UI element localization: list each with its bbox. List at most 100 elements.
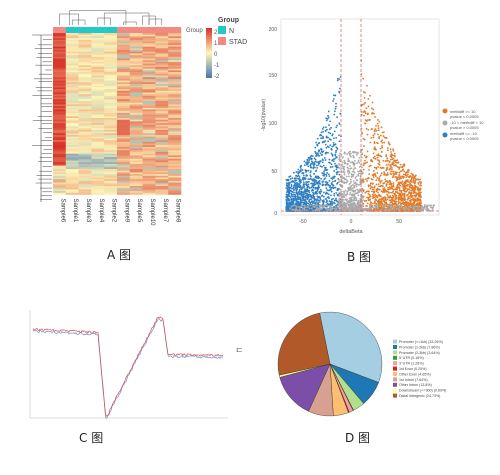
heatmap-cell (91, 121, 105, 124)
panel-c-profile: ⊏ (28, 300, 248, 430)
heatmap-cell (104, 169, 118, 171)
pie-legend-swatch (393, 339, 397, 344)
volcano-point (312, 182, 315, 185)
volcano-point (307, 165, 310, 168)
volcano-point (347, 167, 350, 170)
heatmap-cell (78, 150, 92, 153)
heatmap-cell (142, 148, 156, 151)
volcano-point (327, 116, 330, 119)
heatmap-cell (117, 126, 131, 129)
volcano-point (402, 168, 405, 171)
heatmap-cell (142, 175, 156, 178)
volcano-point (307, 169, 310, 172)
heatmap-cell (65, 44, 79, 47)
sample-labels: Sample6 Sample1 Sample3 Sample4 Sample2 Sampl… (59, 199, 180, 227)
heatmap-cell (53, 68, 67, 71)
volcano-point (351, 160, 354, 163)
volcano-point (401, 180, 404, 183)
volcano-point (377, 191, 380, 194)
volcano-point (307, 185, 310, 188)
heatmap-cell (78, 72, 92, 75)
heatmap-cell (65, 180, 79, 183)
heatmap-cell (142, 60, 156, 63)
volcano-point (337, 77, 339, 80)
volcano-point (306, 189, 309, 192)
heatmap-cell (104, 143, 118, 146)
volcano-point (385, 201, 388, 204)
volcano-point (380, 190, 383, 193)
volcano-point (316, 198, 319, 201)
heatmap-cell (117, 46, 131, 49)
heatmap-cell (129, 87, 143, 90)
heatmap-cell (168, 191, 182, 194)
volcano-point (338, 173, 341, 176)
heatmap-cell (168, 65, 182, 68)
heatmap-cell (129, 58, 143, 61)
heatmap-cell (78, 56, 92, 59)
volcano-point (306, 207, 309, 210)
volcano-point (289, 181, 292, 184)
volcano-point (353, 207, 356, 210)
heatmap-cell (91, 68, 105, 71)
volcano-point (358, 184, 360, 186)
heatmap-cell (91, 167, 105, 170)
volcano-point (418, 208, 421, 211)
group-bar-label: Group (186, 28, 203, 34)
volcano-point (314, 146, 317, 149)
volcano-point (301, 201, 304, 204)
volcano-point (306, 158, 309, 161)
heatmap-cell (155, 138, 169, 141)
heatmap-cell (117, 94, 131, 97)
volcano-point (321, 141, 324, 144)
volcano-point (381, 139, 384, 142)
heatmap-cell (142, 186, 156, 188)
heatmap-cell (142, 58, 156, 61)
volcano-point (320, 177, 323, 180)
volcano-point (356, 162, 358, 165)
volcano-point (349, 191, 352, 194)
volcano-point (327, 208, 330, 211)
volcano-point (314, 190, 317, 193)
volcano-point (306, 209, 308, 212)
heatmap-cell (78, 131, 92, 134)
volcano-point (326, 172, 329, 174)
volcano-point (419, 209, 422, 211)
volcano-point (424, 205, 427, 208)
heatmap-cell (142, 180, 156, 183)
heatmap-cell (104, 34, 118, 37)
heatmap-cell (53, 174, 67, 177)
heatmap-cell (155, 182, 169, 185)
volcano-point (382, 182, 385, 185)
heatmap-cell (117, 163, 131, 166)
volcano-point (371, 174, 374, 176)
volcano-point (334, 205, 337, 208)
volcano-point (330, 126, 333, 129)
volcano-point (291, 177, 294, 180)
volcano-point (333, 175, 335, 178)
volcano-point (352, 154, 355, 157)
volcano-point (328, 138, 331, 141)
heatmap-cell (142, 189, 156, 192)
volcano-point (374, 128, 377, 130)
heatmap-cell (91, 55, 105, 58)
heatmap-cell (53, 129, 67, 132)
volcano-point (323, 205, 326, 208)
volcano-point (298, 202, 301, 205)
heatmap-cell (78, 143, 92, 146)
heatmap-cell (104, 82, 118, 85)
heatmap-cell (65, 124, 79, 127)
heatmap-cell (78, 94, 92, 97)
volcano-point (385, 137, 387, 139)
heatmap-cell (117, 92, 131, 95)
volcano-point (290, 183, 293, 186)
heatmap-cell (168, 174, 182, 177)
heatmap-cell (142, 97, 156, 100)
heatmap-cell (78, 177, 92, 180)
volcano-point (329, 166, 332, 168)
volcano-point (299, 166, 302, 169)
volcano-point (343, 201, 346, 204)
heatmap-cell (142, 56, 156, 59)
heatmap-cell (65, 67, 79, 69)
heatmap-cell (104, 191, 118, 194)
volcano-point (292, 202, 295, 205)
